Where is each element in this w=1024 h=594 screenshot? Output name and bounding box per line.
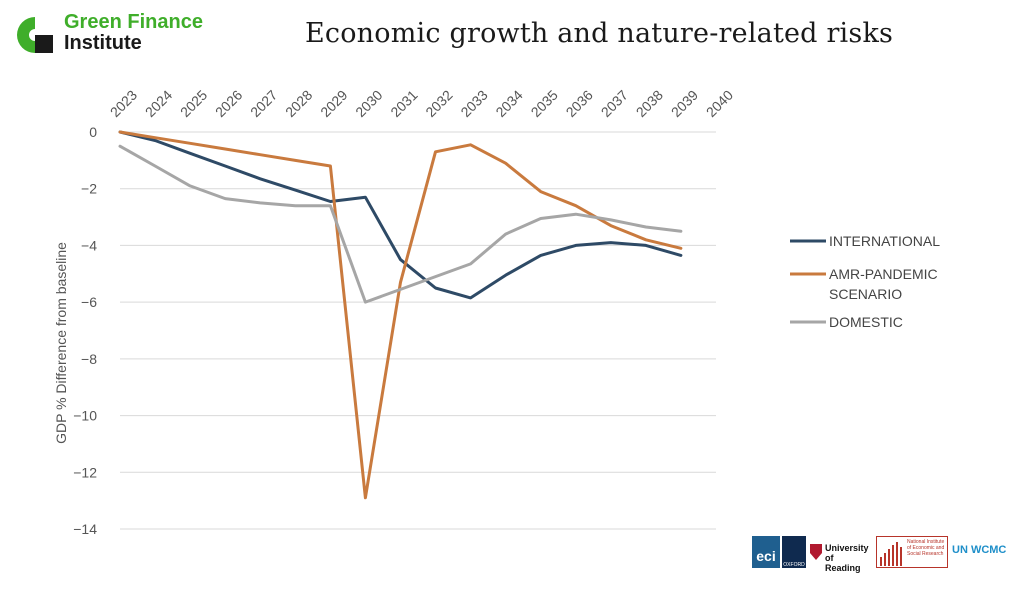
gdp-line-chart: 0−2−4−6−8−10−12−14 2023 2024 2025 2026 2027 2… xyxy=(53,87,940,537)
reading-crest-icon xyxy=(810,544,822,560)
legend-label: SCENARIO xyxy=(829,286,902,302)
x-tick-label: 2025 xyxy=(177,87,210,120)
y-tick-label: −4 xyxy=(81,237,97,253)
x-tick-label: 2030 xyxy=(352,87,385,120)
chart-legend: INTERNATIONAL AMR-PANDEMIC SCENARIO DOMESTI… xyxy=(790,233,940,330)
partner-logo-unwcmc: UN WCMC xyxy=(952,544,1007,556)
chart-grid xyxy=(120,131,716,530)
y-tick-label: 0 xyxy=(89,124,97,140)
y-axis-ticks: 0 −2 −4 −6 −8 −10 −12 −14 xyxy=(73,124,97,537)
partner-logo-oxford: OXFORD xyxy=(782,536,806,568)
y-axis-label: GDP % Difference from baseline xyxy=(53,242,69,444)
x-tick-label: 2028 xyxy=(282,87,315,120)
x-tick-label: 2038 xyxy=(633,87,666,120)
x-tick-label: 2036 xyxy=(563,87,596,120)
x-tick-label: 2024 xyxy=(142,87,175,120)
legend-label: AMR-PANDEMIC xyxy=(829,266,938,282)
slide-title: Economic growth and nature-related risks xyxy=(305,18,894,49)
y-tick-label: −8 xyxy=(81,351,97,367)
brand-logo: Green Finance Institute xyxy=(14,12,204,60)
x-tick-label: 2029 xyxy=(317,87,350,120)
x-tick-label: 2023 xyxy=(107,87,140,120)
x-tick-label: 2033 xyxy=(457,87,490,120)
series-line-amr-pandemic-scenario xyxy=(118,130,683,500)
x-tick-label: 2026 xyxy=(212,87,245,120)
x-tick-label: 2027 xyxy=(247,87,280,120)
x-tick-label: 2034 xyxy=(492,87,525,120)
x-tick-label: 2032 xyxy=(422,87,455,120)
y-tick-label: −2 xyxy=(81,181,97,197)
y-tick-label: −6 xyxy=(81,294,97,310)
x-tick-label: 2037 xyxy=(598,87,631,120)
series-line-domestic xyxy=(118,144,683,304)
x-tick-label: 2040 xyxy=(703,87,736,120)
brand-name-line1: Green Finance xyxy=(64,11,203,33)
series-line-international xyxy=(118,130,683,300)
partner-logos: eci OXFORD University of Reading Nationa… xyxy=(752,536,1018,573)
partner-logo-reading: University of Reading xyxy=(810,536,872,573)
y-tick-label: −14 xyxy=(73,521,97,537)
brand-mark-icon xyxy=(17,17,53,53)
x-tick-label: 2035 xyxy=(528,87,561,120)
legend-label: DOMESTIC xyxy=(829,314,903,330)
brand-name-line2: Institute xyxy=(64,32,142,54)
niesr-bars-icon xyxy=(880,542,902,566)
x-tick-label: 2039 xyxy=(668,87,701,120)
y-tick-label: −10 xyxy=(73,408,97,424)
partner-logo-eci: eci xyxy=(752,536,780,568)
chart-series xyxy=(118,130,683,500)
legend-label: INTERNATIONAL xyxy=(829,233,940,249)
x-tick-label: 2031 xyxy=(387,87,420,120)
y-tick-label: −12 xyxy=(73,464,97,480)
partner-logo-niesr: National Institute of Economic and Socia… xyxy=(876,536,948,568)
x-axis-ticks: 2023 2024 2025 2026 2027 2028 2029 2030 2031 2032… xyxy=(107,87,736,120)
